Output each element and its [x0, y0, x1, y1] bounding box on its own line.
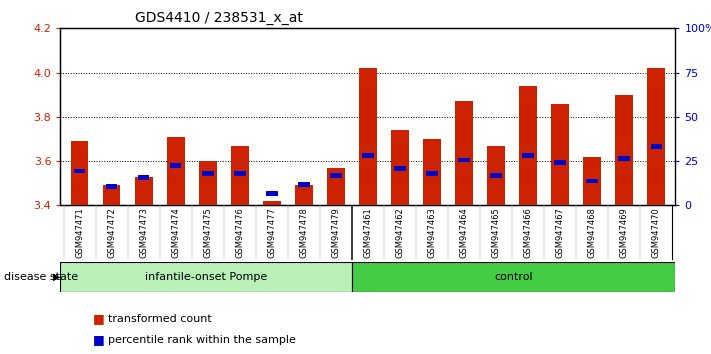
Text: GSM947472: GSM947472 [107, 207, 116, 258]
Bar [648, 68, 665, 205]
Bar [330, 173, 342, 178]
Bar [138, 175, 149, 180]
Text: GSM947464: GSM947464 [459, 207, 469, 258]
Text: GSM947477: GSM947477 [267, 207, 277, 258]
Bar [551, 104, 569, 205]
Bar [455, 101, 473, 205]
Text: GSM947473: GSM947473 [139, 207, 148, 258]
Bar [60, 262, 352, 292]
Bar [362, 153, 374, 158]
Text: percentile rank within the sample: percentile rank within the sample [108, 335, 296, 345]
Bar [170, 163, 181, 168]
Bar [167, 137, 185, 205]
Text: ■: ■ [92, 333, 105, 346]
Bar [459, 158, 470, 162]
Text: GSM947471: GSM947471 [75, 207, 84, 258]
Bar [231, 145, 249, 205]
Text: GSM947467: GSM947467 [555, 207, 565, 258]
Text: GSM947468: GSM947468 [588, 207, 597, 258]
Text: ■: ■ [92, 312, 105, 325]
Bar [202, 171, 213, 176]
Bar [103, 185, 120, 205]
Bar [199, 161, 217, 205]
Bar [523, 153, 534, 158]
Text: GSM947466: GSM947466 [523, 207, 533, 258]
Bar [327, 168, 345, 205]
Bar [487, 145, 505, 205]
Text: GSM947474: GSM947474 [171, 207, 181, 258]
Text: GSM947463: GSM947463 [427, 207, 437, 258]
Text: GSM947478: GSM947478 [299, 207, 309, 258]
Bar [295, 185, 313, 205]
Bar [359, 68, 377, 205]
Bar [587, 178, 598, 183]
Text: ▶: ▶ [53, 272, 60, 282]
Bar [394, 166, 406, 171]
Bar [266, 191, 277, 196]
Text: GSM947476: GSM947476 [235, 207, 245, 258]
Bar [619, 156, 630, 161]
Bar [234, 171, 245, 176]
Text: GSM947469: GSM947469 [620, 207, 629, 258]
Bar [298, 182, 309, 187]
Bar [427, 171, 438, 176]
Text: GSM947461: GSM947461 [363, 207, 373, 258]
Bar [583, 156, 601, 205]
Text: GDS4410 / 238531_x_at: GDS4410 / 238531_x_at [135, 11, 303, 25]
Bar [71, 141, 88, 205]
Text: GSM947479: GSM947479 [331, 207, 341, 258]
Text: disease state: disease state [4, 272, 77, 282]
Bar [135, 177, 153, 205]
Text: GSM947470: GSM947470 [652, 207, 661, 258]
Bar [263, 201, 281, 205]
Text: GSM947462: GSM947462 [395, 207, 405, 258]
Bar [555, 160, 566, 165]
Bar [651, 144, 662, 149]
Text: control: control [494, 272, 533, 282]
Bar [352, 262, 675, 292]
Bar [491, 173, 502, 178]
Text: transformed count: transformed count [108, 314, 212, 324]
Bar [423, 139, 441, 205]
Bar [106, 184, 117, 189]
Text: GSM947475: GSM947475 [203, 207, 213, 258]
Text: GSM947465: GSM947465 [491, 207, 501, 258]
Bar [391, 130, 409, 205]
Text: infantile-onset Pompe: infantile-onset Pompe [145, 272, 267, 282]
Bar [616, 95, 633, 205]
Bar [519, 86, 537, 205]
Bar [74, 169, 85, 173]
